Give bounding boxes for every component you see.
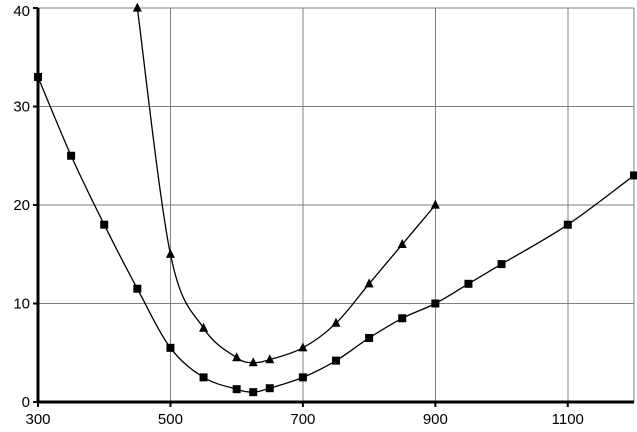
square-point [332, 356, 340, 365]
triangle-point [364, 278, 374, 288]
square-point [133, 284, 142, 293]
grid [38, 7, 635, 402]
x-tick-label: 300 [25, 411, 50, 428]
square-point [365, 333, 374, 342]
tick-labels: 0 10 20 30 40 300 500 700 900 1100 [13, 3, 584, 428]
triangle-point [331, 317, 341, 327]
x-tick-label: 700 [290, 411, 315, 428]
triangle-point [132, 2, 142, 12]
series-group [34, 2, 637, 397]
triangle-point [232, 352, 242, 362]
triangle-point [199, 322, 209, 332]
triangle-point [165, 248, 175, 258]
x-tick-label: 1100 [552, 411, 584, 428]
square-point [497, 260, 506, 269]
square-point [398, 314, 407, 323]
triangle-point [248, 357, 258, 367]
y-tick-label: 40 [13, 3, 30, 20]
x-tick-label: 500 [158, 411, 183, 428]
square-point [100, 220, 109, 229]
x-tick-label: 900 [423, 411, 448, 428]
square-point [630, 171, 637, 180]
square-point [199, 373, 208, 382]
triangle-point [430, 199, 440, 209]
triangle-point [265, 354, 275, 364]
square-point [67, 151, 76, 160]
square-point [298, 373, 307, 382]
square-point [249, 388, 258, 397]
triangle-point [397, 239, 407, 248]
square-point [232, 385, 241, 394]
square-point [431, 299, 440, 308]
square-point [34, 72, 42, 81]
y-tick-label: 20 [13, 197, 30, 214]
square-point [464, 279, 473, 288]
y-tick-label: 30 [13, 99, 30, 116]
y-tick-label: 0 [22, 394, 30, 411]
square-point [265, 384, 274, 393]
y-tick-label: 10 [13, 296, 30, 313]
series-line-1 [37, 76, 635, 393]
square-point [166, 343, 175, 352]
triangle-point [298, 342, 308, 352]
square-point [563, 220, 572, 229]
